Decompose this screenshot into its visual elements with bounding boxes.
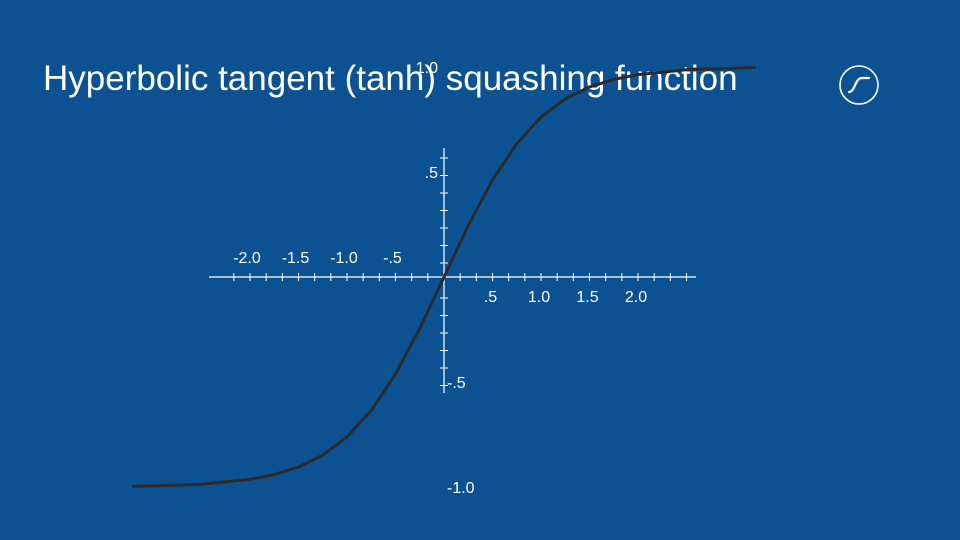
y-tick-label: 1.0 (416, 60, 438, 77)
tanh-curve-icon (839, 65, 879, 105)
y-tick-label: .5 (425, 165, 438, 182)
tanh-series-line (132, 66, 756, 488)
x-tick-label: -2.0 (233, 250, 261, 267)
x-tick-label: -1.5 (282, 250, 310, 267)
axes (209, 148, 696, 393)
y-tick-label: -.5 (447, 375, 466, 392)
tick-labels: -2.0 -1.5 -1.0 -.5 .5 1.0 1.5 2.0 1.0 .5 -.5 -1.0 (233, 60, 647, 497)
x-tick-label: 2.0 (625, 289, 647, 306)
x-tick-label: .5 (484, 289, 497, 306)
axis-ticks (233, 157, 687, 386)
x-tick-label: 1.0 (528, 289, 550, 306)
x-tick-label: -.5 (383, 250, 402, 267)
x-tick-label: -1.0 (330, 250, 358, 267)
x-tick-label: 1.5 (576, 289, 598, 306)
y-tick-label: -1.0 (447, 480, 475, 497)
series-layer (132, 66, 756, 488)
